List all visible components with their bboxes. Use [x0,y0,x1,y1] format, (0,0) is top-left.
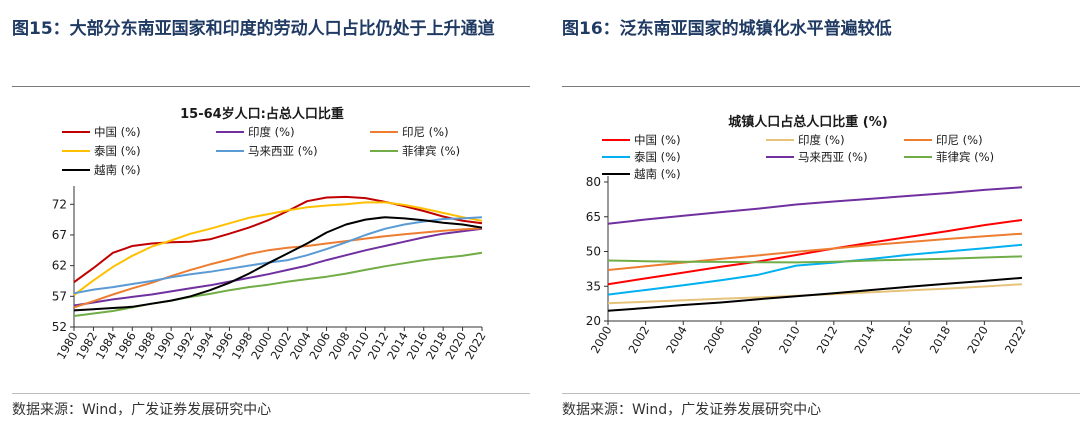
y-tick-label: 52 [52,320,67,334]
series-line [607,219,1023,286]
series-line [73,201,483,296]
legend-label: 泰国 (%) [634,150,681,164]
legend-label: 越南 (%) [94,163,141,177]
figure-16-bottom-rule [562,393,1080,394]
legend-label: 菲律宾 (%) [402,144,460,158]
legend-label: 马来西亚 (%) [248,144,318,158]
legend-label: 中国 (%) [94,125,141,139]
y-tick-label: 50 [586,245,601,259]
legend-label: 马来西亚 (%) [798,150,868,164]
x-tick-label: 2020 [964,324,991,356]
y-tick-label: 72 [52,197,67,211]
figure-15: 图15：大部分东南亚国家和印度的劳动人口占比仍处于上升通道 15-64岁人口:占… [12,19,530,418]
y-tick-label: 62 [52,259,67,273]
x-tick-label: 2012 [814,324,841,356]
series-line [607,255,1023,264]
figure-16-source: 数据来源：Wind，广发证券发展研究中心 [562,402,822,418]
series-line [607,232,1023,271]
figure-15-title: 图15：大部分东南亚国家和印度的劳动人口占比仍处于上升通道 [12,19,495,39]
figure-16-chart: 城镇人口占总人口比重 (%) 中国 (%) 印度 (%) 印尼 (%) 泰国 (%) 马来… [586,114,1029,356]
x-tick-label: 2010 [776,324,803,356]
series-line [73,227,483,309]
figure-16: 图16：泛东南亚国家的城镇化水平普遍较低 城镇人口占总人口比重 (%) 中国 (%… [558,0,1080,436]
x-tick-label: 2004 [663,324,690,356]
y-tick-label: 35 [586,279,601,293]
x-tick-label: 2008 [738,324,765,356]
figure-16-top-rule [562,86,1080,87]
y-tick-label: 67 [52,228,67,242]
x-tick-label: 2014 [851,324,878,356]
series-line [73,195,483,284]
figure-16-title: 图16：泛东南亚国家的城镇化水平普遍较低 [562,19,892,39]
legend-label: 印度 (%) [248,125,295,139]
x-tick-label: 2002 [625,324,652,356]
chart-title: 城镇人口占总人口比重 (%) [728,114,887,130]
legend-label: 中国 (%) [634,133,681,147]
y-tick-label: 80 [586,175,601,189]
legend-label: 越南 (%) [634,167,681,181]
x-tick-label: 2016 [889,324,916,356]
series-line [73,216,483,312]
series-line [607,186,1023,225]
figure-15-bottom-rule [12,393,530,394]
x-tick-label: 2022 [1002,324,1029,356]
legend-label: 印度 (%) [798,133,845,147]
x-tick-label: 2022 [462,330,489,362]
legend-label: 菲律宾 (%) [936,150,994,164]
y-tick-label: 57 [52,289,67,303]
y-tick-label: 20 [586,314,601,328]
figure-15-top-rule [12,86,530,87]
x-tick-label: 2018 [927,324,954,356]
x-tick-label: 2000 [588,324,615,356]
figure-15-source: 数据来源：Wind，广发证券发展研究中心 [12,402,272,418]
legend-label: 泰国 (%) [94,144,141,158]
chart-title: 15-64岁人口:占总人口比重 [180,106,344,122]
series-line [73,216,483,295]
series-line [607,276,1023,312]
legend-label: 印尼 (%) [936,133,983,147]
series-line [607,243,1023,296]
y-tick-label: 65 [586,210,601,224]
legend-label: 印尼 (%) [402,125,449,139]
x-tick-label: 2006 [701,324,728,356]
series-line [73,227,483,307]
